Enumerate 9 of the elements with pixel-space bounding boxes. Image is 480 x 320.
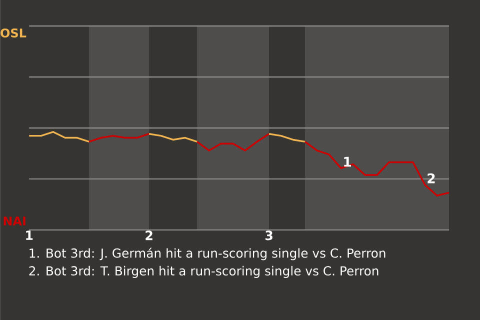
annotation: 1 — [344, 156, 351, 167]
x-tick-label: 1 — [26, 230, 33, 240]
x-tick-label: 2 — [146, 230, 152, 240]
text: 2. Bot 3rd: T. Birgen hit a run-scoring single vs C. Perron — [29, 266, 378, 278]
annotation: 2 — [428, 173, 435, 184]
text: 1. Bot 3rd: J. Germán hit a run-scoring single vs C. Perron — [30, 248, 386, 260]
x-tick-label: 3 — [265, 230, 272, 240]
text: NAI — [4, 216, 26, 226]
text: OSL — [0, 28, 26, 38]
